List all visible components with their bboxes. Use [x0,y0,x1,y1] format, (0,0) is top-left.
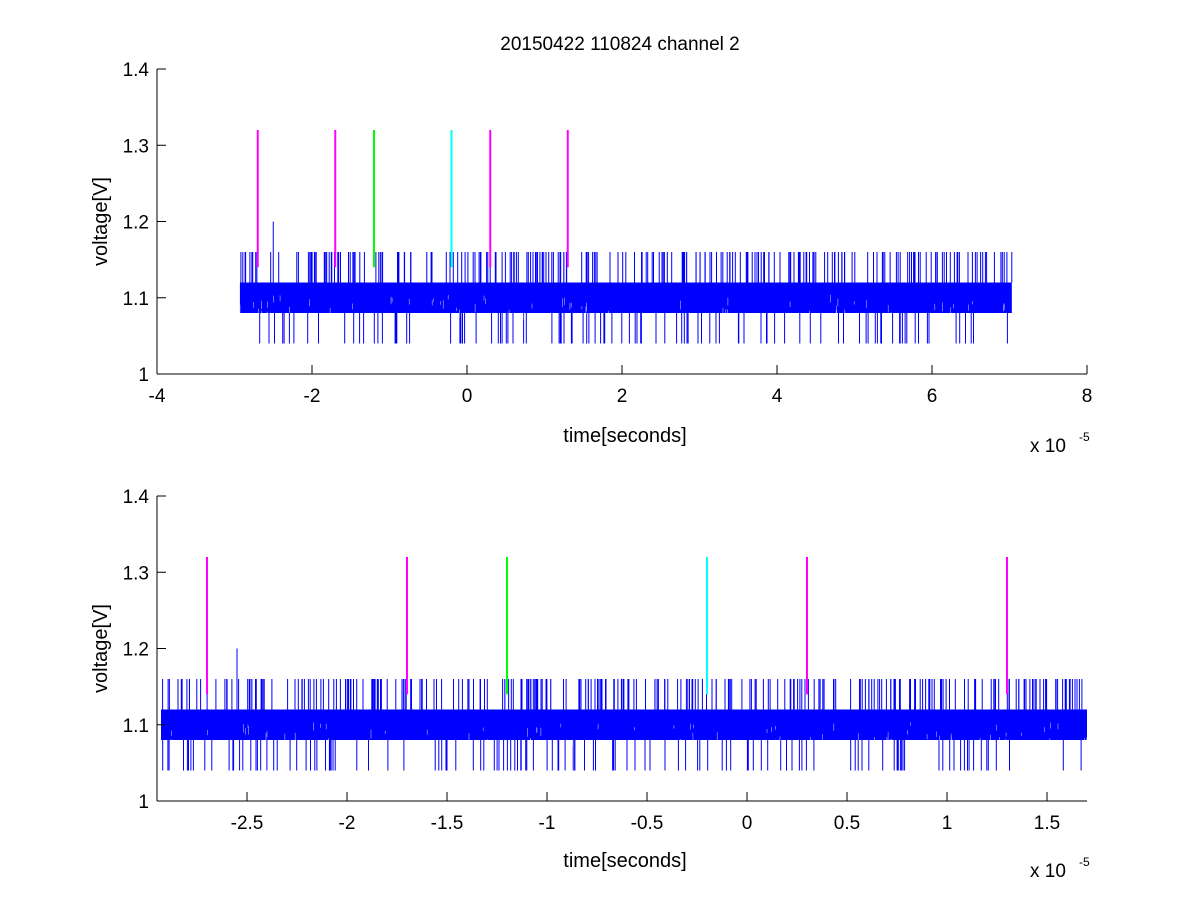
y-axis-label: voltage[V] [90,604,112,693]
signal-texture [239,294,1005,322]
x-tick-label: 0 [462,386,473,407]
x-exponent-power: -5 [1079,430,1090,444]
y-axis-label: voltage[V] [90,177,112,266]
signal-spikes [240,252,1013,344]
x-tick-label: 0.5 [834,813,860,834]
signal-group [239,221,1013,344]
y-tick-label: 1.4 [123,487,150,508]
x-tick-label: -0.5 [631,813,664,834]
y-tick-label: 1.2 [123,640,149,661]
x-tick-label: 1.5 [1034,813,1060,834]
x-axis-label: time[seconds] [563,425,686,447]
y-tick-label: 1.1 [123,716,149,737]
y-tick-label: 1.3 [123,563,149,584]
y-tick-label: 1 [138,365,149,386]
x-tick-label: 4 [772,386,783,407]
x-tick-label: 2 [617,386,628,407]
y-tick-label: 1 [138,792,149,813]
x-tick-label: -2.5 [231,813,264,834]
x-tick-label: 8 [1082,386,1093,407]
x-axis-label: time[seconds] [563,850,686,872]
signal-noise-band [239,282,1012,313]
x-tick-label: -2 [304,386,321,407]
x-exponent-power: -5 [1079,855,1090,869]
figure-title: 20150422 110824 channel 2 [500,34,740,55]
y-tick-label: 1.2 [123,213,149,234]
x-tick-label: 1 [942,813,953,834]
x-exponent-label: x 10 [1030,436,1066,457]
signal-noise-band [161,709,1087,740]
x-tick-label: -1.5 [431,813,464,834]
x-tick-label: 6 [927,386,938,407]
signal-spikes [162,679,1083,771]
y-tick-label: 1.3 [123,136,149,157]
y-tick-label: 1.1 [123,289,149,310]
bottom-subplot: -2.5 -2 -1.5 -1 -0.5 0 0.5 1 1.5 1 1.1 1.2 1.3 1.4 tim… [90,487,1090,882]
signal-group [161,648,1087,771]
signal-texture [171,722,1087,748]
top-subplot: -4 -2 0 2 4 6 8 1 1.1 1.2 1.3 1.4 time[seconds] volta… [90,60,1092,457]
x-tick-label: -4 [149,386,166,407]
x-tick-label: -2 [339,813,356,834]
x-tick-label: -1 [539,813,556,834]
y-tick-label: 1.4 [123,60,150,81]
x-tick-label: 0 [742,813,753,834]
x-exponent-label: x 10 [1030,861,1066,882]
